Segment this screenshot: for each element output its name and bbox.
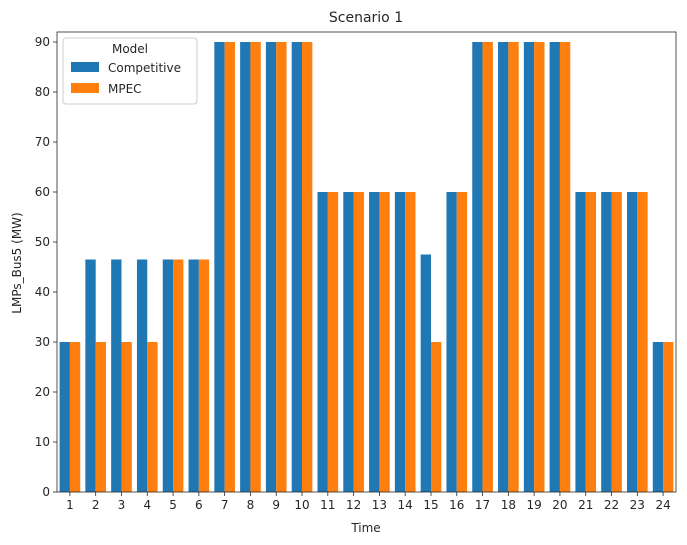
bar-mpec-1	[69, 342, 81, 492]
x-tick-label: 17	[475, 498, 490, 512]
x-tick-label: 19	[527, 498, 542, 512]
bar-competitive-17	[472, 42, 483, 492]
bar-competitive-6	[188, 259, 199, 492]
x-tick-label: 1	[66, 498, 74, 512]
bar-competitive-18	[498, 42, 509, 492]
bar-mpec-16	[456, 192, 468, 492]
bar-mpec-13	[379, 192, 390, 492]
bar-mpec-20	[559, 42, 571, 492]
legend-title: Model	[112, 42, 148, 56]
bar-mpec-21	[585, 192, 597, 492]
x-tick-label: 10	[294, 498, 309, 512]
x-tick-label: 22	[604, 498, 619, 512]
bar-competitive-1	[59, 342, 70, 492]
bar-mpec-22	[611, 192, 622, 492]
bar-mpec-24	[663, 342, 674, 492]
bar-competitive-15	[420, 254, 431, 492]
x-tick-label: 6	[195, 498, 203, 512]
x-tick-label: 15	[423, 498, 438, 512]
x-tick-label: 2	[92, 498, 100, 512]
bar-competitive-20	[549, 42, 560, 492]
y-axis-title: LMPs_Bus5 (MW)	[10, 212, 24, 313]
x-tick-label: 11	[320, 498, 335, 512]
bar-mpec-23	[637, 192, 648, 492]
bar-mpec-5	[173, 259, 184, 492]
y-tick-label: 0	[42, 485, 50, 499]
y-tick-label: 90	[35, 35, 50, 49]
bar-mpec-15	[430, 342, 442, 492]
chart-title: Scenario 1	[329, 10, 403, 26]
bar-mpec-9	[276, 42, 287, 492]
bar-competitive-16	[446, 192, 457, 492]
legend-swatch-competitive	[71, 62, 99, 72]
bar-mpec-3	[121, 342, 132, 492]
bar-mpec-18	[508, 42, 519, 492]
bar-mpec-6	[198, 259, 210, 492]
bar-competitive-21	[575, 192, 586, 492]
x-tick-label: 20	[552, 498, 567, 512]
bar-competitive-24	[652, 342, 664, 492]
y-tick-label: 20	[35, 385, 50, 399]
bar-competitive-22	[601, 192, 612, 492]
x-tick-label: 16	[449, 498, 464, 512]
bar-competitive-4	[136, 259, 148, 492]
bar-mpec-12	[353, 192, 364, 492]
bar-competitive-23	[627, 192, 638, 492]
bar-mpec-17	[482, 42, 493, 492]
x-tick-label: 18	[501, 498, 516, 512]
x-tick-label: 5	[169, 498, 177, 512]
legend-swatch-mpec	[71, 83, 99, 93]
bar-competitive-7	[214, 42, 225, 492]
bars-layer	[59, 42, 674, 492]
y-tick-label: 30	[35, 335, 50, 349]
x-tick-label: 24	[655, 498, 670, 512]
bar-competitive-2	[85, 259, 96, 492]
y-tick-label: 70	[35, 135, 50, 149]
bar-competitive-11	[317, 192, 328, 492]
bar-mpec-8	[250, 42, 261, 492]
bar-mpec-10	[302, 42, 313, 492]
legend-label-mpec: MPEC	[108, 82, 142, 96]
legend: Model Competitive MPEC	[62, 37, 198, 105]
bar-competitive-12	[343, 192, 354, 492]
x-axis-title: Time	[350, 521, 380, 535]
bar-competitive-3	[111, 259, 122, 492]
bar-mpec-4	[147, 342, 158, 492]
x-tick-label: 12	[346, 498, 361, 512]
bar-competitive-8	[240, 42, 251, 492]
bar-competitive-5	[162, 259, 174, 492]
y-tick-label: 80	[35, 85, 50, 99]
bar-mpec-11	[327, 192, 339, 492]
bar-competitive-9	[265, 42, 277, 492]
x-tick-label: 21	[578, 498, 593, 512]
x-tick-label: 8	[247, 498, 255, 512]
x-tick-label: 23	[630, 498, 645, 512]
plot-frame	[56, 31, 677, 493]
bar-mpec-2	[95, 342, 107, 492]
y-tick-label: 60	[35, 185, 50, 199]
x-tick-label: 9	[272, 498, 280, 512]
x-tick-label: 3	[118, 498, 126, 512]
y-tick-label: 10	[35, 435, 50, 449]
x-tick-label: 13	[372, 498, 387, 512]
x-tick-label: 7	[221, 498, 229, 512]
legend-label-competitive: Competitive	[108, 61, 181, 75]
bar-competitive-19	[523, 42, 535, 492]
y-tick-label: 50	[35, 235, 50, 249]
x-tick-label: 14	[398, 498, 413, 512]
bar-competitive-10	[291, 42, 303, 492]
bar-competitive-13	[369, 192, 380, 492]
bar-mpec-14	[405, 192, 416, 492]
x-tick-label: 4	[143, 498, 151, 512]
bar-competitive-14	[394, 192, 406, 492]
bar-mpec-7	[224, 42, 235, 492]
bar-mpec-19	[534, 42, 545, 492]
y-tick-label: 40	[35, 285, 50, 299]
